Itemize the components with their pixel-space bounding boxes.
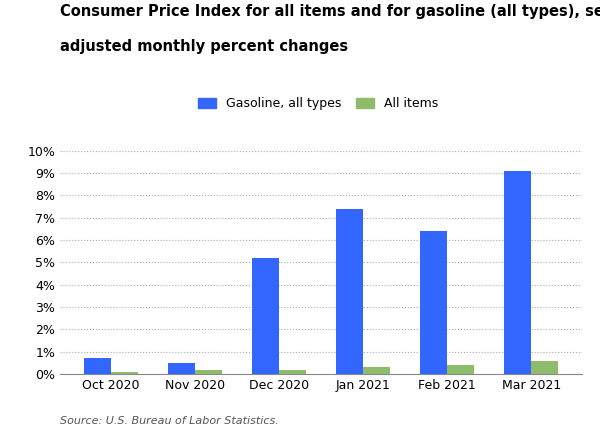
Bar [110, 372, 137, 374]
Bar [195, 370, 222, 374]
Text: adjusted monthly percent changes: adjusted monthly percent changes [60, 39, 348, 54]
Bar [279, 370, 306, 374]
Bar [336, 209, 363, 374]
Bar [363, 367, 390, 374]
Bar [168, 363, 195, 374]
Bar [252, 258, 279, 374]
Bar [505, 171, 532, 374]
Legend: Gasoline, all types, All items: Gasoline, all types, All items [193, 92, 443, 115]
Text: Source: U.S. Bureau of Labor Statistics.: Source: U.S. Bureau of Labor Statistics. [60, 416, 279, 426]
Bar [84, 359, 110, 374]
Bar [420, 231, 447, 374]
Bar [447, 365, 474, 374]
Text: Consumer Price Index for all items and for gasoline (all types), seasonally: Consumer Price Index for all items and f… [60, 4, 600, 19]
Bar [532, 361, 558, 374]
